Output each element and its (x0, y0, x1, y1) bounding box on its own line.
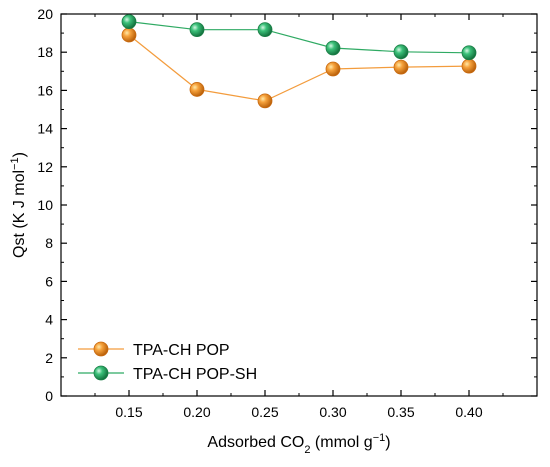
x-axis-title-sup: −1 (373, 432, 386, 444)
data-point-tpa-ch-pop-sh (257, 22, 273, 38)
legend-label-tpa-ch-pop: TPA-CH POP (133, 342, 230, 359)
x-axis-title-sub: 2 (304, 444, 310, 456)
x-axis-title-main: Adsorbed CO (207, 434, 304, 451)
y-tick-label: 14 (37, 121, 53, 137)
y-tick-label: 0 (45, 388, 53, 404)
x-axis-title-end: ) (385, 434, 390, 451)
y-tick-label: 6 (45, 273, 53, 289)
legend-marker-tpa-ch-pop-sh (93, 365, 109, 381)
y-axis-title-sup: −1 (9, 157, 21, 170)
data-point-tpa-ch-pop-sh (461, 45, 477, 61)
data-point-tpa-ch-pop (325, 61, 341, 77)
x-axis-ticks: 0.15 0.20 0.25 0.30 0.35 0.40 (94, 14, 504, 420)
data-point-tpa-ch-pop (393, 59, 409, 75)
series-line-tpa-ch-pop (128, 34, 470, 102)
x-tick-label: 0.25 (251, 404, 278, 420)
y-tick-label: 16 (37, 82, 53, 98)
x-tick-label: 0.30 (319, 404, 346, 420)
x-tick-label: 0.35 (387, 404, 414, 420)
y-axis-title: Qst (K J mol−1) (9, 152, 28, 258)
y-axis-title-main: Qst (K J mol (11, 170, 28, 258)
y-tick-label: 2 (45, 350, 53, 366)
data-point-tpa-ch-pop (121, 27, 137, 43)
data-point-tpa-ch-pop-sh (393, 44, 409, 60)
y-axis-ticks: 0 2 4 6 8 10 12 14 16 18 20 (37, 6, 537, 404)
y-tick-label: 8 (45, 235, 53, 251)
y-tick-label: 4 (45, 312, 53, 328)
y-tick-label: 12 (37, 159, 53, 175)
data-point-tpa-ch-pop-sh (189, 22, 205, 38)
y-tick-label: 10 (37, 197, 53, 213)
x-tick-label: 0.20 (183, 404, 210, 420)
x-axis-title: Adsorbed CO2 (mmol g−1) (207, 432, 390, 456)
legend: TPA-CH POP TPA-CH POP-SH (78, 341, 257, 383)
x-axis-title-mid: (mmol g (310, 434, 372, 451)
data-point-tpa-ch-pop-sh (325, 40, 341, 56)
data-point-tpa-ch-pop (461, 58, 477, 74)
data-point-tpa-ch-pop (257, 93, 273, 109)
x-tick-label: 0.15 (115, 404, 142, 420)
y-tick-label: 20 (37, 6, 53, 22)
x-tick-label: 0.40 (455, 404, 482, 420)
data-point-tpa-ch-pop (189, 82, 205, 97)
y-axis-title-end: ) (11, 152, 28, 157)
series-layer (121, 14, 477, 109)
legend-label-tpa-ch-pop-sh: TPA-CH POP-SH (133, 366, 257, 383)
legend-marker-tpa-ch-pop (93, 341, 109, 357)
y-tick-label: 18 (37, 44, 53, 60)
series-line-tpa-ch-pop-sh (128, 21, 470, 54)
data-point-tpa-ch-pop-sh (121, 14, 137, 30)
